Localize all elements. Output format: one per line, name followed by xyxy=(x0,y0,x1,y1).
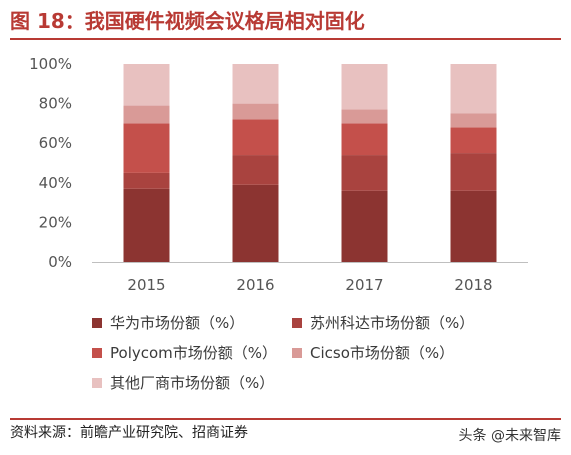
x-tick-label: 2018 xyxy=(454,276,492,294)
legend-item: Polycom市场份额（%） xyxy=(92,342,277,363)
legend-label: 其他厂商市场份额（%） xyxy=(110,374,275,392)
y-tick-label: 80% xyxy=(39,95,72,113)
stacked-bar-chart: 0% 20% 40% 60% 80% 100% 2015 2016 2017 2018 xyxy=(29,55,528,294)
bar-segment-2018-series-1 xyxy=(450,153,497,191)
bar-segment-2016-series-4 xyxy=(232,64,279,104)
source-divider xyxy=(10,418,561,420)
bar-segment-2017-series-0 xyxy=(341,190,388,262)
legend-swatch xyxy=(292,317,302,328)
legend-swatch xyxy=(92,347,102,358)
legend-label: Polycom市场份额（%） xyxy=(110,344,278,362)
bar-segment-2016-series-0 xyxy=(232,184,279,262)
bar-segment-2016-series-1 xyxy=(232,155,279,185)
legend-swatch xyxy=(292,347,302,358)
title-divider xyxy=(10,38,561,40)
source-note: 资料来源：前瞻产业研究院、招商证券 xyxy=(10,425,248,441)
legend-swatch xyxy=(92,317,102,328)
legend-item: Cicso市场份额（%） xyxy=(292,342,454,363)
bar-segment-2017-series-4 xyxy=(341,64,388,110)
bar-segment-2017-series-1 xyxy=(341,155,388,191)
x-tick-label: 2016 xyxy=(236,276,274,294)
y-tick-label: 40% xyxy=(39,174,72,192)
legend-label: 华为市场份额（%） xyxy=(110,314,245,332)
bar-segment-2018-series-4 xyxy=(450,64,497,114)
legend-item: 苏州科达市场份额（%） xyxy=(292,312,474,333)
bar-segment-2018-series-2 xyxy=(450,127,497,154)
legend-label: Cicso市场份额（%） xyxy=(310,344,455,362)
legend-swatch xyxy=(92,377,102,388)
chart-legend: 华为市场份额（%） 苏州科达市场份额（%） Polycom市场份额（%） Cicso市… xyxy=(0,312,571,412)
y-tick-label: 100% xyxy=(29,55,72,73)
watermark: 头条 @未来智库 xyxy=(458,428,561,444)
bar-segment-2015-series-3 xyxy=(123,105,170,124)
bar-segment-2015-series-2 xyxy=(123,123,170,173)
bar-segment-2015-series-4 xyxy=(123,64,170,106)
legend-item: 其他厂商市场份额（%） xyxy=(92,372,274,393)
figure-title: 图 18：我国硬件视频会议格局相对固化 xyxy=(10,9,365,33)
y-tick-label: 60% xyxy=(39,134,72,152)
legend-label: 苏州科达市场份额（%） xyxy=(310,314,475,332)
bar-segment-2016-series-3 xyxy=(232,103,279,120)
bar-segment-2017-series-2 xyxy=(341,123,388,156)
bar-segment-2018-series-0 xyxy=(450,190,497,262)
bar-segment-2018-series-3 xyxy=(450,113,497,128)
bar-segment-2015-series-1 xyxy=(123,172,170,189)
x-tick-label: 2017 xyxy=(345,276,383,294)
legend-item: 华为市场份额（%） xyxy=(92,312,244,333)
y-tick-label: 0% xyxy=(48,253,72,271)
bar-segment-2017-series-3 xyxy=(341,109,388,124)
y-tick-label: 20% xyxy=(39,213,72,231)
x-tick-label: 2015 xyxy=(127,276,165,294)
bar-segment-2016-series-2 xyxy=(232,119,279,156)
bar-segment-2015-series-0 xyxy=(123,188,170,262)
